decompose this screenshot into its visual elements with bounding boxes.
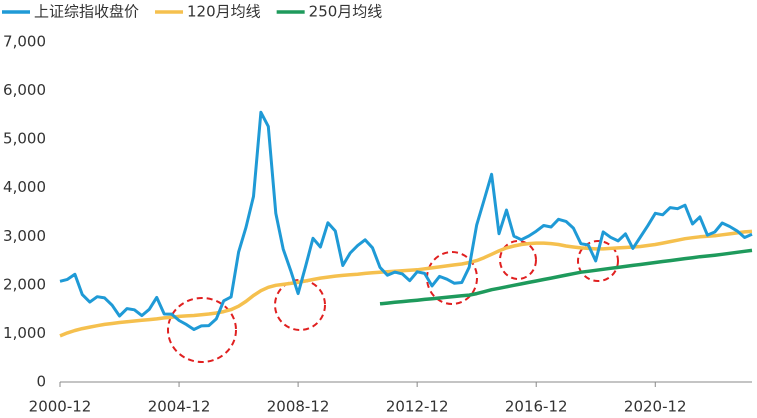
y-tick-label: 3,000 [3,227,46,245]
y-tick-label: 4,000 [3,178,46,196]
x-tick-label: 2000-12 [29,398,92,416]
annotations [167,240,619,363]
x-tick-label: 2016-12 [505,398,568,416]
y-tick-label: 5,000 [3,130,46,148]
highlight-circle [499,240,537,280]
x-tick-label: 2008-12 [267,398,330,416]
series-line [379,248,753,306]
legend-label: 120月均线 [187,3,261,21]
highlight-circle [577,240,619,282]
y-tick-label: 0 [36,373,46,391]
x-tick-label: 2012-12 [386,398,449,416]
highlight-circle [426,251,478,305]
legend-label: 上证综指收盘价 [34,3,139,21]
x-tick-label: 2020-12 [624,398,687,416]
series-line [59,110,753,331]
highlight-circle [167,297,237,363]
series-line [59,229,753,338]
legend-label: 250月均线 [309,3,383,21]
highlight-circle [274,279,326,331]
x-tick-label: 2004-12 [148,398,211,416]
y-tick-label: 2,000 [3,275,46,293]
y-tick-label: 1,000 [3,324,46,342]
y-tick-label: 7,000 [3,33,46,51]
y-tick-label: 6,000 [3,81,46,99]
